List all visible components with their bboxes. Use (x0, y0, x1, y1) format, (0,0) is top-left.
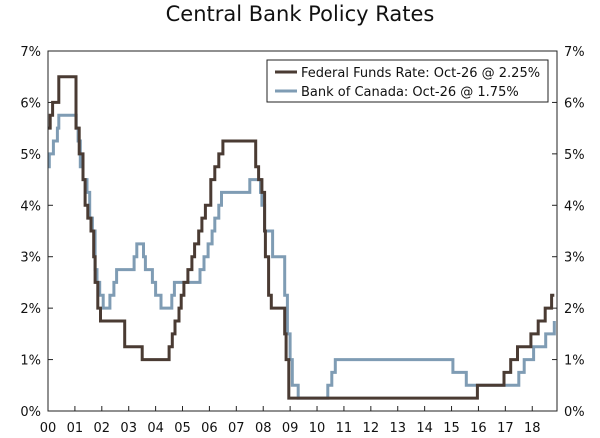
y-tick-label-left: 6% (20, 96, 41, 111)
y-axis-left-labels: 0% 1% 2% 3% 4% 5% 6% 7% (20, 45, 41, 420)
x-tick-label: 05 (174, 421, 191, 436)
y-tick-label-right: 4% (564, 199, 585, 214)
y-tick-label-left: 0% (20, 405, 41, 420)
x-tick-label: 00 (40, 421, 57, 436)
y-tick-label-left: 2% (20, 302, 41, 317)
series-line-fed-funds (48, 75, 555, 400)
x-tick-label: 10 (309, 421, 326, 436)
y-tick-label-left: 7% (20, 45, 41, 60)
y-tick-label-left: 4% (20, 199, 41, 214)
legend-label-fed-funds: Federal Funds Rate: Oct-26 @ 2.25% (301, 66, 540, 81)
x-axis-labels: 00 01 02 03 04 05 06 07 08 09 10 11 12 13 14 15 16 17 18 (40, 421, 541, 436)
plot-frame (47, 50, 558, 412)
axis-ticks-layer (47, 50, 557, 412)
legend-box (266, 59, 549, 103)
x-tick-label: 02 (94, 421, 111, 436)
legend-label-bank-of-canada: Bank of Canada: Oct-26 @ 1.75% (301, 85, 519, 100)
y-tick-label-right: 3% (564, 251, 585, 266)
x-tick-label: 11 (336, 421, 353, 436)
x-tick-label: 09 (282, 421, 299, 436)
x-tick-label: 15 (443, 421, 460, 436)
x-tick-label: 13 (389, 421, 406, 436)
y-tick-label-right: 5% (564, 148, 585, 163)
y-tick-label-left: 1% (20, 354, 41, 369)
y-tick-label-right: 6% (564, 96, 585, 111)
x-tick-label: 01 (67, 421, 84, 436)
x-tick-label: 17 (497, 421, 514, 436)
x-tick-label: 18 (524, 421, 541, 436)
x-tick-label: 03 (120, 421, 137, 436)
series-line-bank-of-canada (47, 113, 556, 400)
y-axis-right-labels: 0% 1% 2% 3% 4% 5% 6% 7% (564, 45, 585, 420)
y-tick-label-right: 0% (564, 405, 585, 420)
y-tick-label-right: 1% (564, 354, 585, 369)
x-tick-label: 07 (228, 421, 245, 436)
legend: Federal Funds Rate: Oct-26 @ 2.25% Bank o… (266, 59, 549, 103)
x-tick-label: 08 (255, 421, 272, 436)
y-tick-label-left: 5% (20, 148, 41, 163)
x-tick-label: 06 (201, 421, 218, 436)
x-tick-label: 16 (470, 421, 487, 436)
x-tick-label: 04 (147, 421, 164, 436)
x-tick-label: 12 (363, 421, 380, 436)
y-tick-label-right: 7% (564, 45, 585, 60)
chart-title: Central Bank Policy Rates (165, 2, 435, 26)
y-tick-label-right: 2% (564, 302, 585, 317)
series-lines-layer (47, 75, 556, 400)
y-tick-label-left: 3% (20, 251, 41, 266)
x-tick-label: 14 (416, 421, 433, 436)
